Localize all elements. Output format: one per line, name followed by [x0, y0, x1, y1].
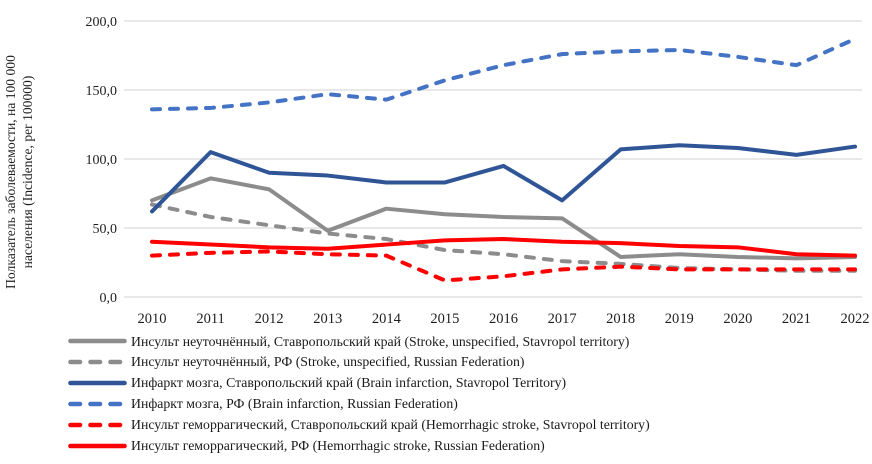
legend-label: Инсульт геморрагический, РФ (Hemorrhagic…: [131, 438, 545, 453]
x-tick-label: 2020: [723, 311, 752, 327]
x-tick-label: 2019: [665, 311, 694, 327]
x-tick-label: 2011: [196, 311, 224, 327]
x-tick-label: 2012: [255, 311, 284, 327]
series-line-brain-infarction-rf: [150, 36, 857, 112]
series-line-hemorrhagic-stroke-stavropol: [150, 249, 857, 283]
series-line-brain-infarction-stavropol: [150, 143, 857, 214]
y-tick-label: 50,0: [93, 222, 118, 237]
legend-item-hemorrhagic-stroke-rf: Инсульт геморрагический, РФ (Hemorrhagic…: [68, 435, 872, 456]
legend-label: Инфаркт мозга, Ставропольский край (Brai…: [131, 375, 567, 391]
x-tick-label: 2013: [313, 311, 342, 327]
legend-label: Инсульт неуточнённый, Ставропольский кра…: [131, 333, 630, 349]
series-lines: [150, 36, 857, 283]
x-tick-label: 2015: [430, 311, 459, 327]
legend-label: Инфаркт мозга, РФ (Brain infarction, Rus…: [131, 396, 458, 412]
y-tick-label: 200,0: [86, 15, 118, 30]
legend-swatch-stroke-unspecified-rf: [68, 360, 127, 365]
x-tick-label: 2021: [782, 311, 811, 327]
legend-swatch-stroke-unspecified-stavropol: [68, 339, 127, 344]
x-tick-label: 2022: [841, 311, 870, 327]
legend-item-stroke-unspecified-stavropol: Инсульт неуточнённый, Ставропольский кра…: [68, 331, 872, 352]
x-axis-tick-labels: 2010 2011 2012 2013 2014 2015 2016 2017 2018 2019…: [138, 311, 870, 327]
x-tick-label: 2017: [548, 311, 577, 327]
legend-swatch-hemorrhagic-stroke-stavropol: [68, 422, 127, 428]
legend-swatch-brain-infarction-stavropol: [68, 380, 127, 386]
y-axis-tick-labels: 200,0 150,0 100,0 50,0 0,0: [86, 15, 118, 306]
chart-legend: Инсульт неуточнённый, Ставропольский кра…: [0, 331, 872, 456]
y-axis-title-line2: населения (Incidence, per 100000): [20, 76, 36, 269]
legend-item-brain-infarction-rf: Инфаркт мозга, РФ (Brain infarction, Rus…: [68, 394, 872, 415]
legend-swatch-hemorrhagic-stroke-rf: [68, 443, 127, 449]
y-tick-label: 0,0: [100, 291, 118, 306]
x-tick-label: 2018: [606, 311, 635, 327]
legend-swatch-brain-infarction-rf: [68, 401, 127, 407]
x-tick-label: 2010: [138, 311, 167, 327]
series-line-hemorrhagic-stroke-rf: [150, 237, 857, 258]
legend-item-hemorrhagic-stroke-stavropol: Инсульт геморрагический, Ставропольский …: [68, 415, 872, 436]
y-tick-label: 100,0: [86, 153, 118, 168]
y-tick-label: 150,0: [86, 84, 118, 99]
legend-label: Инсульт неуточнённый, РФ (Stroke, unspec…: [131, 354, 525, 370]
x-tick-label: 2014: [372, 311, 402, 327]
series-line-stroke-unspecified-stavropol: [150, 176, 857, 261]
legend-label: Инсульт геморрагический, Ставропольский …: [131, 417, 650, 433]
legend-item-stroke-unspecified-rf: Инсульт неуточнённый, РФ (Stroke, unspec…: [68, 352, 872, 373]
legend-item-brain-infarction-stavropol: Инфаркт мозга, Ставропольский край (Brai…: [68, 373, 872, 394]
y-axis-title-line1: Полказатель заболеваемости, на 100 000: [3, 55, 18, 289]
x-tick-label: 2016: [489, 311, 518, 327]
gridlines: [124, 20, 862, 298]
